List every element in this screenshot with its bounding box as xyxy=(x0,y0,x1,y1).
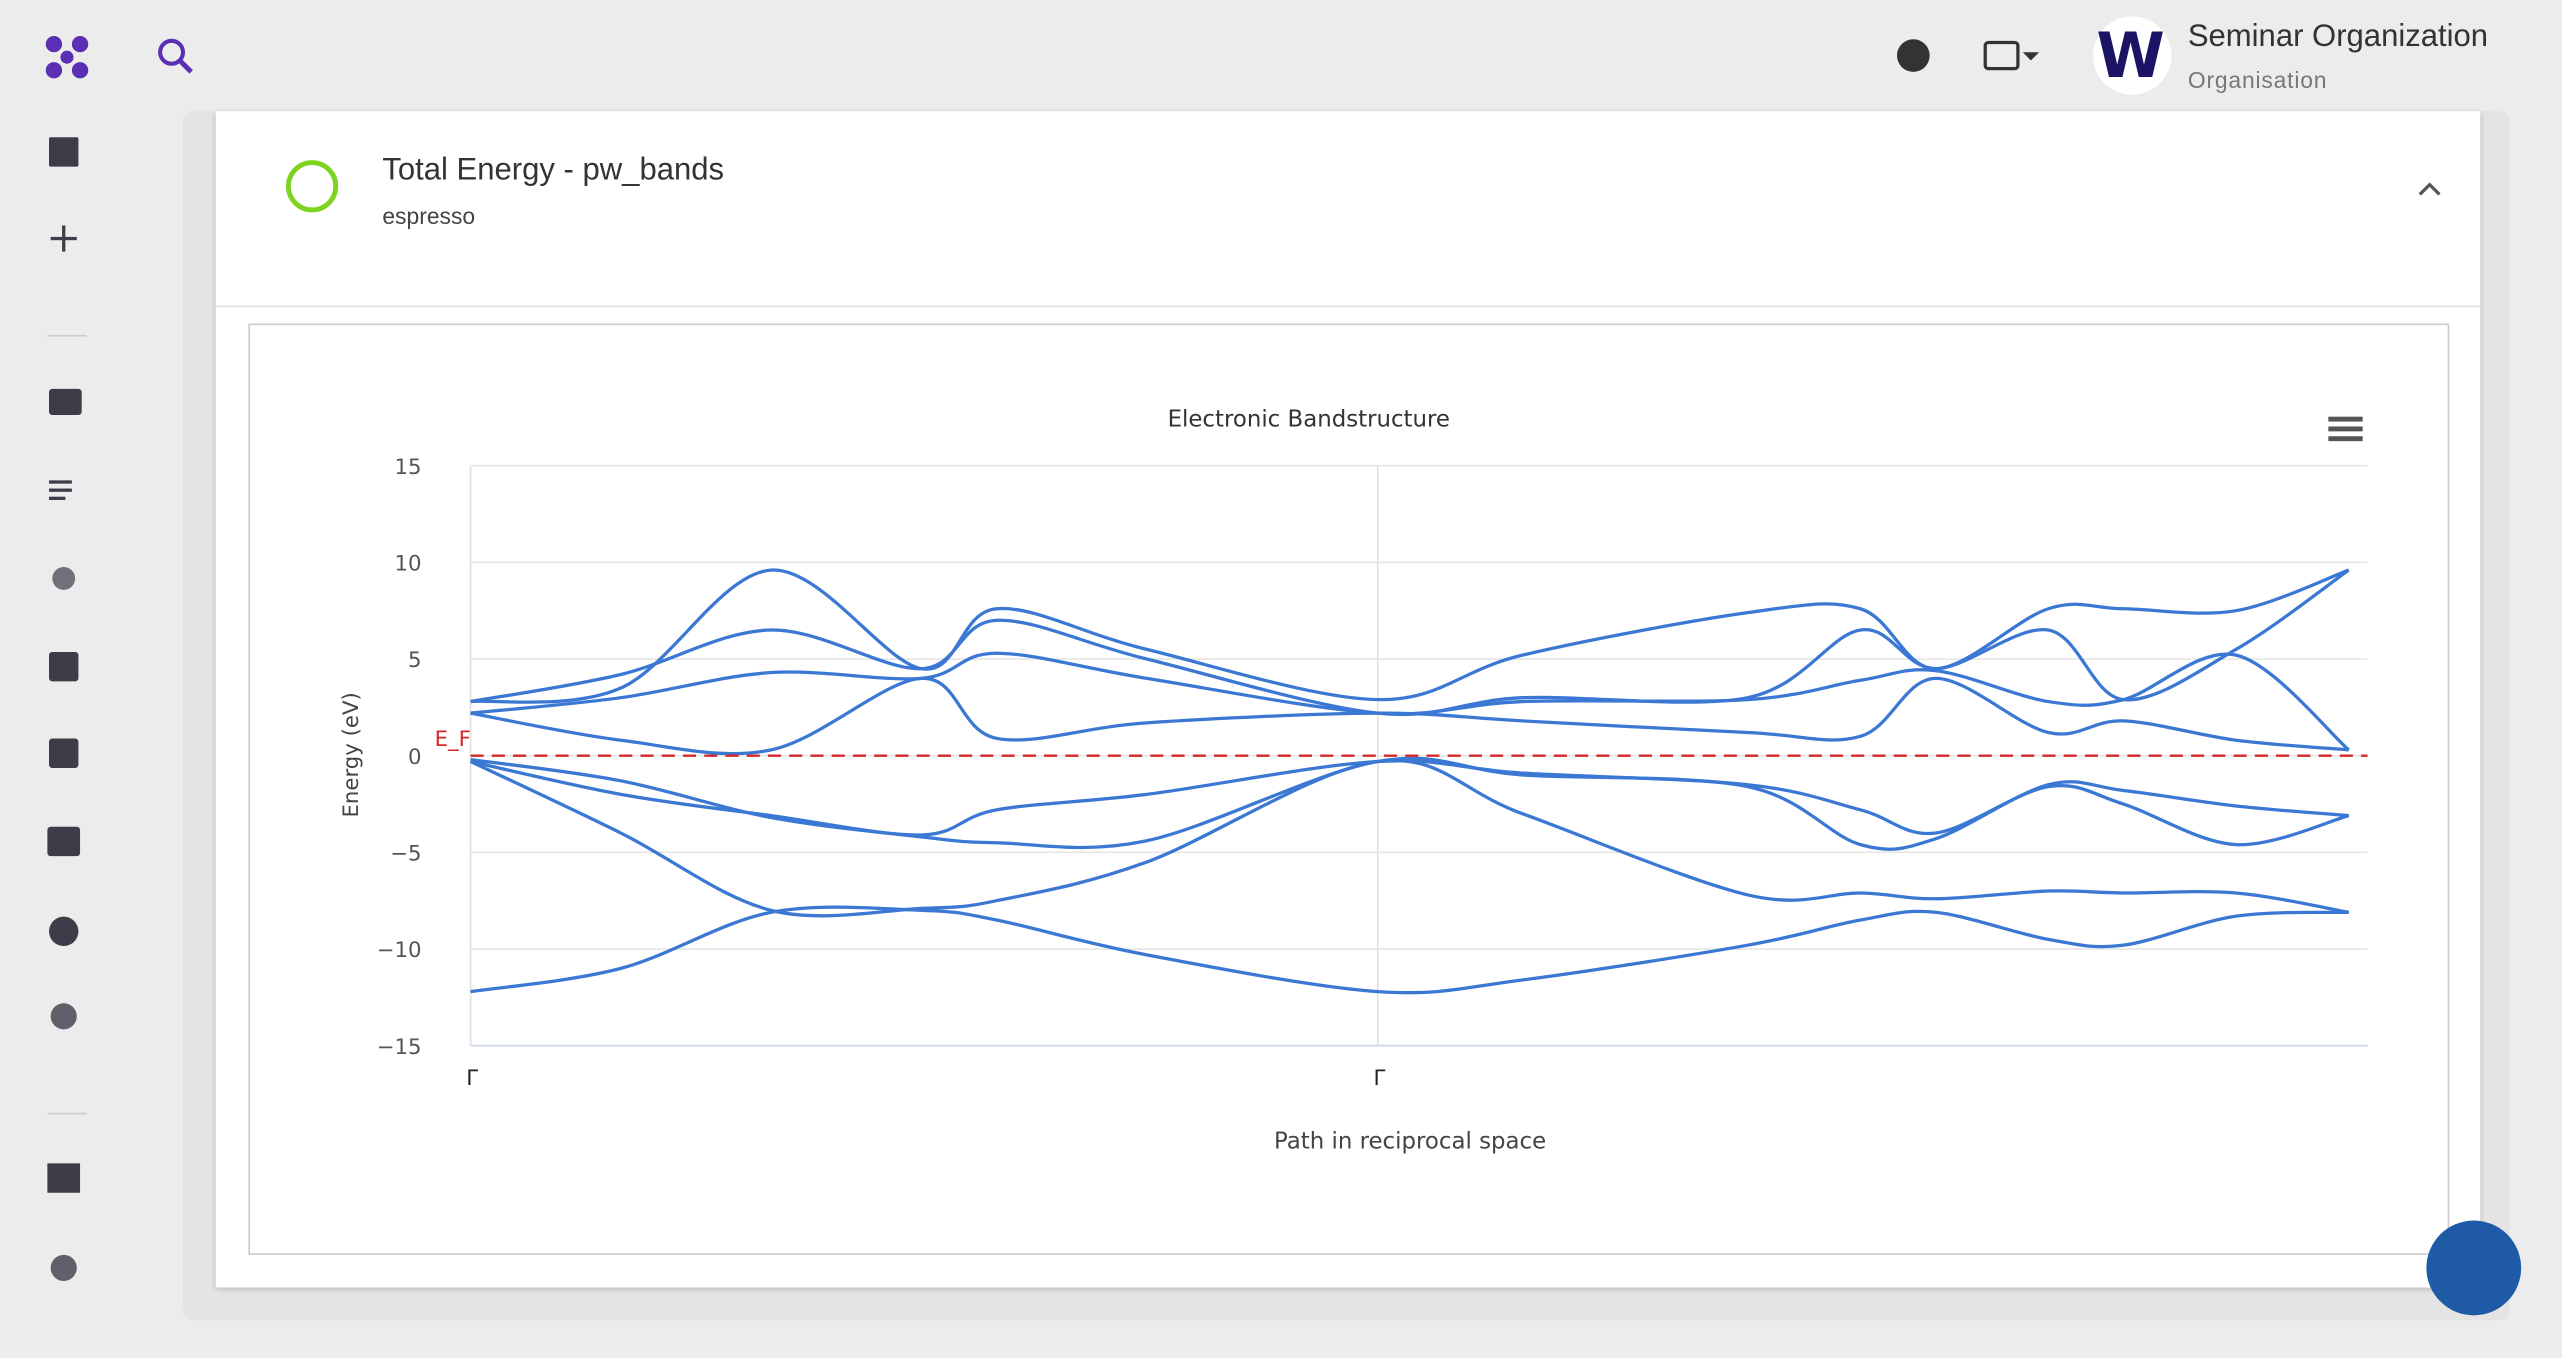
band-line xyxy=(470,905,2349,995)
chart: Electronic Bandstructure Path in recipro… xyxy=(339,406,2368,1155)
card-subtitle: espresso xyxy=(382,202,476,229)
divider xyxy=(215,305,2481,308)
band-line xyxy=(470,759,2350,847)
x-tick-label: Γ xyxy=(466,1066,478,1091)
top-bar-icons xyxy=(158,16,2172,95)
y-tick-label: −10 xyxy=(377,938,422,963)
y-tick-label: 5 xyxy=(408,648,422,673)
card-title: Total Energy - pw_bands xyxy=(382,153,725,188)
band-line xyxy=(470,568,2350,717)
fermi-label: E_F xyxy=(435,727,471,752)
x-tick-label: Γ xyxy=(1373,1066,1385,1091)
y-axis-label: Energy (eV) xyxy=(339,692,364,817)
y-tick-label: 0 xyxy=(408,745,422,770)
y-tick-label: −5 xyxy=(390,842,421,867)
band-line xyxy=(470,756,2349,851)
avatar[interactable]: W xyxy=(2096,19,2165,92)
status-icon xyxy=(285,160,339,213)
x-axis-label: Path in reciprocal space xyxy=(1274,1129,1546,1155)
sidebar xyxy=(45,35,89,1282)
collapse-button[interactable] xyxy=(2415,176,2444,199)
chat-button[interactable] xyxy=(2426,1220,2522,1316)
chart-title: Electronic Bandstructure xyxy=(1168,406,1450,432)
org-name[interactable]: Seminar Organization xyxy=(2187,19,2489,54)
band-line xyxy=(470,676,2349,756)
band-line xyxy=(469,758,2350,918)
band-line xyxy=(470,651,2350,752)
y-tick-label: −15 xyxy=(377,1035,422,1060)
chart-frame xyxy=(248,323,2450,1255)
card xyxy=(215,111,2481,1288)
y-tick-label: 15 xyxy=(395,455,422,480)
org-role: Organisation xyxy=(2187,66,2328,94)
menu-button[interactable] xyxy=(2328,416,2363,442)
band-line xyxy=(470,568,2350,704)
y-tick-label: 10 xyxy=(395,552,422,577)
